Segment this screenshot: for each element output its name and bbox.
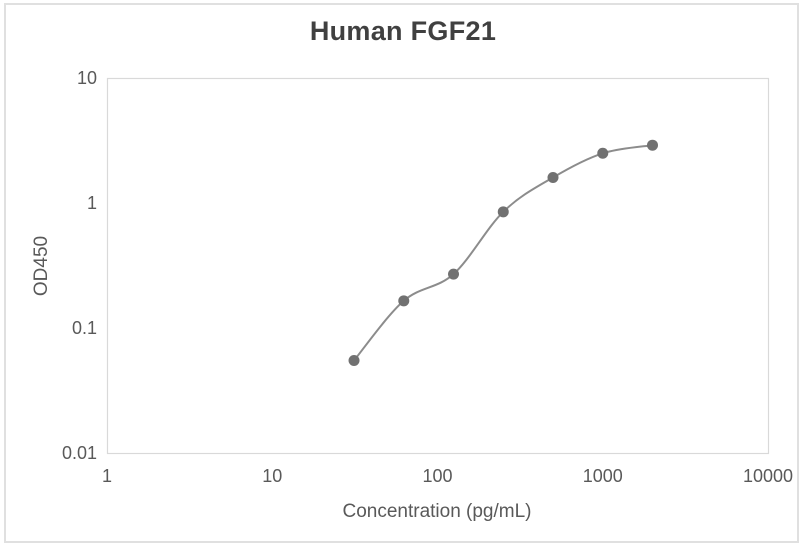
data-point-marker — [497, 206, 509, 218]
plot-border — [106, 77, 770, 455]
chart-title: Human FGF21 — [309, 16, 497, 46]
y-tick-label: 10 — [76, 68, 97, 88]
y-tick-label: 0.1 — [71, 318, 97, 338]
data-point-marker — [547, 171, 559, 183]
data-point-marker — [597, 147, 609, 159]
x-tick-label: 100 — [422, 466, 453, 486]
y-tick-label: 0.01 — [61, 443, 97, 463]
y-tick-label: 1 — [86, 193, 97, 213]
data-point-marker — [348, 354, 360, 366]
x-tick-label: 1 — [101, 466, 112, 486]
x-tick-label: 10 — [262, 466, 283, 486]
x-tick-label: 10000 — [742, 466, 794, 486]
data-point-marker — [448, 268, 460, 280]
data-point-marker — [646, 139, 658, 151]
x-tick-label: 1000 — [582, 466, 623, 486]
x-axis-title: Concentration (pg/mL) — [342, 501, 532, 522]
data-point-marker — [398, 295, 410, 307]
series-line — [353, 144, 653, 362]
